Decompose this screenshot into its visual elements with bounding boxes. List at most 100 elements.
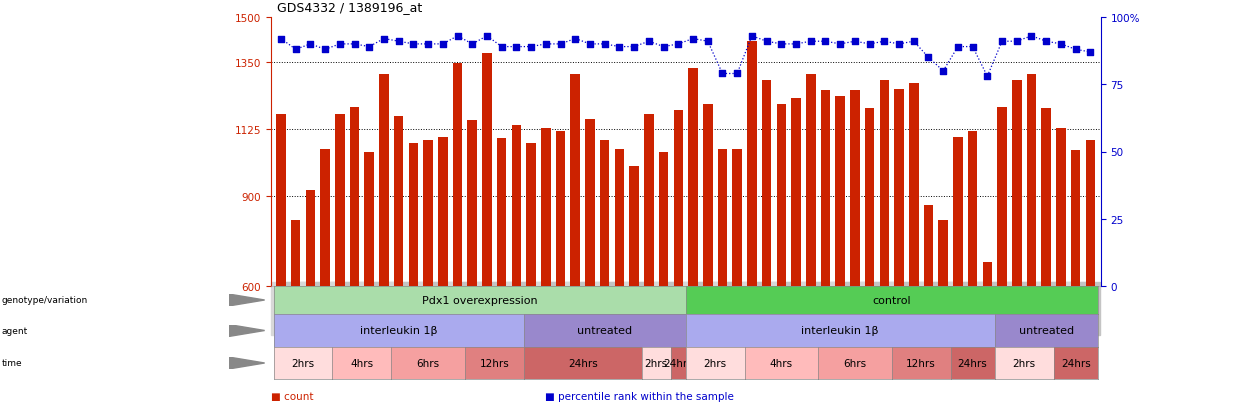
Bar bbox=[1086, 140, 1096, 286]
Text: ■ count: ■ count bbox=[270, 391, 314, 401]
Point bbox=[345, 41, 365, 48]
Bar bbox=[982, 262, 992, 286]
Bar bbox=[482, 54, 492, 286]
Text: 4hrs: 4hrs bbox=[350, 358, 374, 368]
Point bbox=[815, 39, 835, 45]
Bar bbox=[320, 149, 330, 286]
Text: 2hrs: 2hrs bbox=[291, 358, 315, 368]
Point bbox=[610, 44, 630, 51]
Bar bbox=[1071, 151, 1081, 286]
Bar bbox=[570, 75, 580, 286]
Point bbox=[360, 44, 380, 51]
Text: GDS4332 / 1389196_at: GDS4332 / 1389196_at bbox=[276, 1, 422, 14]
Polygon shape bbox=[229, 357, 265, 369]
Point bbox=[403, 41, 423, 48]
Text: 24hrs: 24hrs bbox=[957, 358, 987, 368]
Bar bbox=[747, 42, 757, 286]
Point bbox=[772, 41, 792, 48]
Bar bbox=[879, 81, 889, 286]
Point bbox=[742, 33, 762, 40]
Bar bbox=[717, 149, 727, 286]
Bar bbox=[674, 110, 684, 286]
Bar bbox=[438, 137, 448, 286]
Point bbox=[904, 39, 924, 45]
Point bbox=[550, 41, 570, 48]
Point bbox=[757, 39, 777, 45]
Point bbox=[962, 44, 982, 51]
Text: 2hrs: 2hrs bbox=[1012, 358, 1036, 368]
Bar bbox=[527, 143, 535, 286]
Point bbox=[388, 39, 408, 45]
Bar bbox=[792, 98, 801, 286]
Point bbox=[595, 41, 615, 48]
Point bbox=[830, 41, 850, 48]
Text: 24hrs: 24hrs bbox=[568, 358, 598, 368]
Point bbox=[919, 55, 939, 62]
Point bbox=[315, 47, 335, 53]
Bar bbox=[835, 97, 845, 286]
Bar bbox=[630, 167, 639, 286]
Text: Pdx1 overexpression: Pdx1 overexpression bbox=[422, 295, 538, 305]
Point bbox=[889, 41, 909, 48]
Point bbox=[1036, 39, 1056, 45]
Point bbox=[565, 36, 585, 43]
Bar bbox=[497, 139, 507, 286]
Bar bbox=[380, 75, 388, 286]
Point bbox=[330, 41, 350, 48]
Point bbox=[271, 36, 291, 43]
Bar bbox=[1056, 128, 1066, 286]
Text: untreated: untreated bbox=[1018, 326, 1073, 336]
Bar bbox=[393, 116, 403, 286]
Point bbox=[418, 41, 438, 48]
Bar bbox=[967, 131, 977, 286]
Bar bbox=[688, 69, 697, 286]
Point bbox=[1022, 33, 1042, 40]
Bar bbox=[820, 91, 830, 286]
Point bbox=[859, 41, 879, 48]
Text: 12hrs: 12hrs bbox=[906, 358, 936, 368]
Text: agent: agent bbox=[1, 326, 27, 335]
Bar bbox=[291, 221, 300, 286]
Bar bbox=[585, 119, 595, 286]
Bar bbox=[453, 64, 462, 286]
Bar bbox=[1041, 109, 1051, 286]
Point bbox=[462, 41, 482, 48]
Text: interleukin 1β: interleukin 1β bbox=[802, 326, 879, 336]
Point bbox=[1051, 41, 1071, 48]
Point bbox=[492, 44, 512, 51]
Bar bbox=[365, 152, 374, 286]
Bar bbox=[909, 83, 919, 286]
Bar bbox=[512, 125, 522, 286]
Point bbox=[522, 44, 542, 51]
Polygon shape bbox=[229, 294, 265, 306]
Bar bbox=[423, 140, 433, 286]
Text: 4hrs: 4hrs bbox=[769, 358, 793, 368]
Point bbox=[654, 44, 674, 51]
Text: 2hrs: 2hrs bbox=[645, 358, 667, 368]
Bar bbox=[555, 131, 565, 286]
Point bbox=[992, 39, 1012, 45]
Point bbox=[874, 39, 894, 45]
Text: time: time bbox=[1, 358, 22, 368]
Text: control: control bbox=[873, 295, 911, 305]
Point bbox=[1066, 47, 1086, 53]
Point bbox=[374, 36, 393, 43]
Bar bbox=[350, 107, 360, 286]
Polygon shape bbox=[229, 325, 265, 337]
Point bbox=[300, 41, 320, 48]
Bar bbox=[762, 81, 772, 286]
Text: ■ percentile rank within the sample: ■ percentile rank within the sample bbox=[544, 391, 733, 401]
Point bbox=[1007, 39, 1027, 45]
Bar bbox=[924, 206, 934, 286]
Point bbox=[433, 41, 453, 48]
Bar bbox=[777, 104, 786, 286]
Text: 2hrs: 2hrs bbox=[703, 358, 727, 368]
Point bbox=[801, 39, 820, 45]
Bar bbox=[954, 137, 962, 286]
Point bbox=[639, 39, 659, 45]
Bar bbox=[305, 191, 315, 286]
Bar bbox=[335, 115, 345, 286]
Bar bbox=[732, 149, 742, 286]
Point bbox=[477, 33, 497, 40]
Bar bbox=[1027, 75, 1036, 286]
